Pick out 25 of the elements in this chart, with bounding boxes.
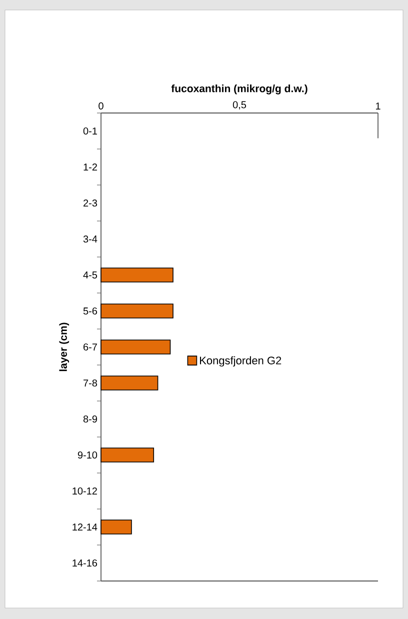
- bar: [100, 448, 154, 462]
- y-tick-label: 5-6: [83, 307, 98, 315]
- y-tick-label: 14-16: [72, 559, 98, 567]
- bar: [100, 268, 174, 282]
- y-tick-label: 7-8: [84, 379, 98, 387]
- x-tick-label: 0,5: [232, 101, 246, 110]
- x-tick-label: 0: [98, 102, 104, 110]
- x-tick-label: 1: [376, 102, 380, 110]
- y-tick-label: 10-12: [72, 487, 97, 495]
- chart-title: fucoxanthin (mikrog/g d.w.): [171, 84, 308, 94]
- y-tick-label: 12-14: [72, 524, 98, 530]
- bar: [100, 304, 174, 318]
- y-tick-label: 2-3: [84, 199, 98, 207]
- y-axis-title: layer (cm): [59, 322, 70, 372]
- y-tick-label: 4-5: [83, 272, 98, 278]
- y-tick-label: 6-7: [84, 343, 97, 351]
- legend-label: Kongsfjorden G2: [200, 356, 282, 367]
- y-tick-label: 1-2: [84, 164, 97, 170]
- y-tick-label: 0-1: [83, 127, 97, 135]
- bar: [100, 376, 158, 390]
- y-tick-label: 9-10: [78, 451, 98, 459]
- bar: [100, 520, 132, 534]
- y-tick-label: 3-4: [83, 235, 98, 243]
- bar: [100, 340, 171, 354]
- y-tick-label: 8-9: [83, 415, 97, 423]
